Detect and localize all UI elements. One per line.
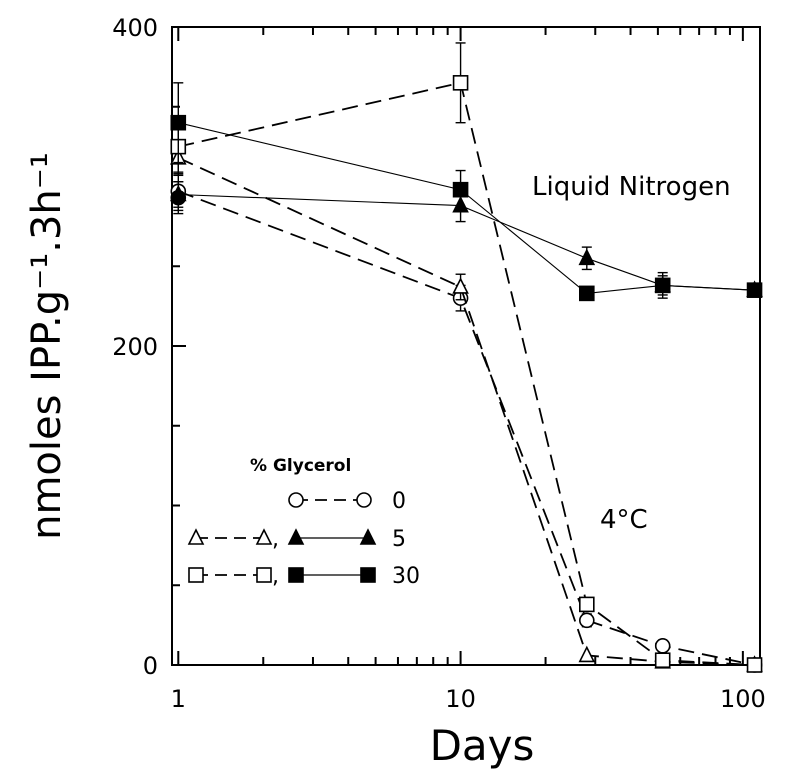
x-tick-label: 1 <box>171 685 186 713</box>
series-layer <box>169 42 763 673</box>
series-filled-square-liquid-nitrogen <box>170 82 763 302</box>
y-axis-title: nmoles IPP.g⁻¹.3h⁻¹ <box>24 152 70 540</box>
legend-marker <box>287 528 305 545</box>
data-point <box>654 652 671 669</box>
data-point <box>579 596 595 613</box>
data-point <box>452 181 469 198</box>
legend: % Glycerol 0 5 30 ,, <box>187 456 420 589</box>
series-open-square-4-c <box>170 42 763 673</box>
legend-title: % Glycerol <box>250 456 351 476</box>
data-point <box>170 189 187 206</box>
legend-marker <box>187 528 205 545</box>
data-point <box>578 645 596 663</box>
annotation-liquid-nitrogen: Liquid Nitrogen <box>532 172 731 202</box>
legend-label-0: 0 <box>392 489 406 514</box>
legend-label-5: 5 <box>392 527 406 552</box>
data-point <box>452 75 469 91</box>
data-point <box>170 114 187 131</box>
series-filled-circle-liquid-nitrogen <box>170 181 187 215</box>
legend-marker <box>188 567 204 583</box>
legend-marker <box>356 492 372 508</box>
legend-marker <box>256 567 272 583</box>
data-point <box>654 638 671 654</box>
series-line <box>177 190 755 666</box>
legend-marker <box>288 567 304 583</box>
legend-comma: , <box>272 564 279 589</box>
data-point <box>452 277 469 294</box>
tick-labels: 1 10 100 0 200 400 <box>112 14 766 713</box>
data-point <box>578 248 596 266</box>
legend-marker <box>360 567 376 583</box>
x-tick-label: 100 <box>720 685 766 713</box>
y-tick-label: 200 <box>112 333 158 361</box>
x-axis-title: Days <box>430 721 535 770</box>
y-tick-label: 400 <box>112 14 158 42</box>
data-point <box>654 277 671 294</box>
legend-marker <box>359 528 377 545</box>
legend-label-30: 30 <box>392 564 420 589</box>
series-line <box>177 156 755 666</box>
data-point <box>746 282 763 298</box>
axis-ticks <box>172 26 744 666</box>
data-point <box>579 285 595 302</box>
data-point <box>579 612 595 629</box>
data-point <box>746 657 763 673</box>
series-open-circle-4-c <box>170 171 763 673</box>
legend-marker <box>255 528 273 545</box>
x-tick-label: 10 <box>445 685 476 713</box>
annotation-4c: 4°C <box>600 505 648 535</box>
legend-comma: , <box>272 527 279 552</box>
legend-marker <box>288 492 304 508</box>
y-tick-label: 0 <box>143 652 158 680</box>
